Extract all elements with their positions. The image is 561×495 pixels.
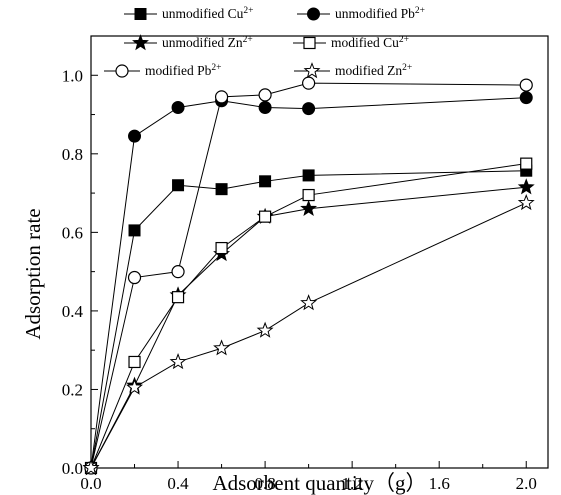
series-line: [90, 82, 527, 469]
legend-entry-5: modified Pb2+: [104, 63, 221, 78]
data-point: [215, 241, 228, 255]
series-6: [82, 194, 535, 476]
series-5: [84, 76, 533, 475]
legend-label: unmodified Cu2+: [162, 6, 253, 21]
legend-marker: [132, 34, 149, 51]
data-point: [517, 194, 535, 211]
legend-marker: [303, 62, 321, 79]
series-layer: [82, 76, 535, 476]
x-tick-label: 0.8: [254, 474, 275, 493]
data-point: [300, 294, 318, 311]
legend-entry-4: modified Cu2+: [293, 35, 409, 50]
legend-entry-3: unmodified Zn2+: [124, 34, 253, 51]
data-point: [256, 321, 274, 338]
legend-label-base: modified Zn: [335, 63, 402, 78]
legend-marker: [134, 8, 147, 20]
series-2: [84, 91, 533, 475]
legend-marker: [115, 64, 129, 78]
data-point: [172, 179, 185, 192]
data-point: [126, 378, 143, 395]
legend-label-superscript: 2+: [243, 6, 253, 16]
legend-label-base: unmodified Pb: [335, 6, 415, 21]
legend-entry-2: unmodified Pb2+: [297, 6, 425, 21]
y-tick-label: 0.0: [62, 459, 83, 478]
x-tick-label: 2.0: [516, 474, 537, 493]
legend-label-base: unmodified Zn: [162, 35, 243, 50]
legend-label: unmodified Zn2+: [162, 35, 253, 50]
legend-label-base: unmodified Cu: [162, 6, 244, 21]
y-tick-label: 1.0: [62, 66, 83, 85]
x-tick-label: 1.2: [342, 474, 363, 493]
legend-entry-1: unmodified Cu2+: [124, 6, 253, 21]
data-point: [127, 270, 142, 285]
data-point: [302, 102, 316, 116]
data-point: [171, 100, 185, 114]
data-point: [171, 291, 185, 304]
data-point: [517, 178, 535, 195]
data-point: [258, 100, 272, 114]
legend-label-superscript: 2+: [211, 63, 221, 73]
data-point: [171, 265, 185, 279]
data-point: [300, 199, 318, 217]
data-point: [302, 188, 315, 202]
x-axis-title: Adsorbent quantity（g）: [212, 471, 426, 495]
legend-label: modified Cu2+: [331, 35, 409, 50]
legend-label-superscript: 2+: [243, 35, 253, 45]
legend-label-base: modified Cu: [331, 35, 399, 50]
y-axis-title: Adsorption rate: [21, 208, 45, 339]
legend-label-superscript: 2+: [402, 63, 412, 73]
x-tick-label: 0.4: [167, 474, 189, 493]
data-point: [519, 78, 533, 92]
legend-entry-6: modified Zn2+: [294, 62, 412, 79]
series-line: [90, 170, 527, 469]
y-tick-label: 0.8: [62, 145, 83, 164]
data-point: [519, 91, 533, 105]
legend-label: modified Zn2+: [335, 63, 412, 78]
legend-marker: [307, 7, 320, 21]
series-line: [90, 186, 527, 469]
data-point: [215, 183, 228, 196]
data-point: [259, 175, 272, 188]
data-point: [214, 90, 229, 104]
y-tick-label: 0.4: [62, 302, 84, 321]
data-point: [128, 355, 141, 369]
legend-label-superscript: 2+: [399, 35, 409, 45]
x-tick-label: 1.6: [429, 474, 450, 493]
y-tick-label: 0.2: [62, 380, 83, 399]
legend-label: unmodified Pb2+: [335, 6, 425, 21]
x-tick-label: 0.0: [80, 474, 101, 493]
data-point: [82, 459, 100, 476]
series-3: [82, 178, 535, 476]
plot-frame: [90, 35, 549, 469]
legend-label: modified Pb2+: [145, 63, 221, 78]
data-point: [520, 157, 533, 170]
series-line: [90, 97, 527, 469]
data-point: [128, 224, 141, 237]
data-point: [169, 353, 187, 370]
data-point: [258, 210, 272, 223]
data-point: [258, 88, 272, 102]
legend-label-superscript: 2+: [415, 6, 425, 16]
data-point: [213, 339, 231, 356]
legend-marker: [303, 36, 316, 50]
data-point: [302, 76, 316, 90]
y-tick-label: 0.6: [62, 223, 83, 242]
data-point: [302, 169, 315, 182]
legend-label-base: modified Pb: [145, 63, 212, 78]
data-point: [128, 129, 142, 143]
legend: unmodified Cu2+ unmodified Pb2+unmodified…: [104, 6, 425, 79]
series-line: [90, 202, 527, 469]
